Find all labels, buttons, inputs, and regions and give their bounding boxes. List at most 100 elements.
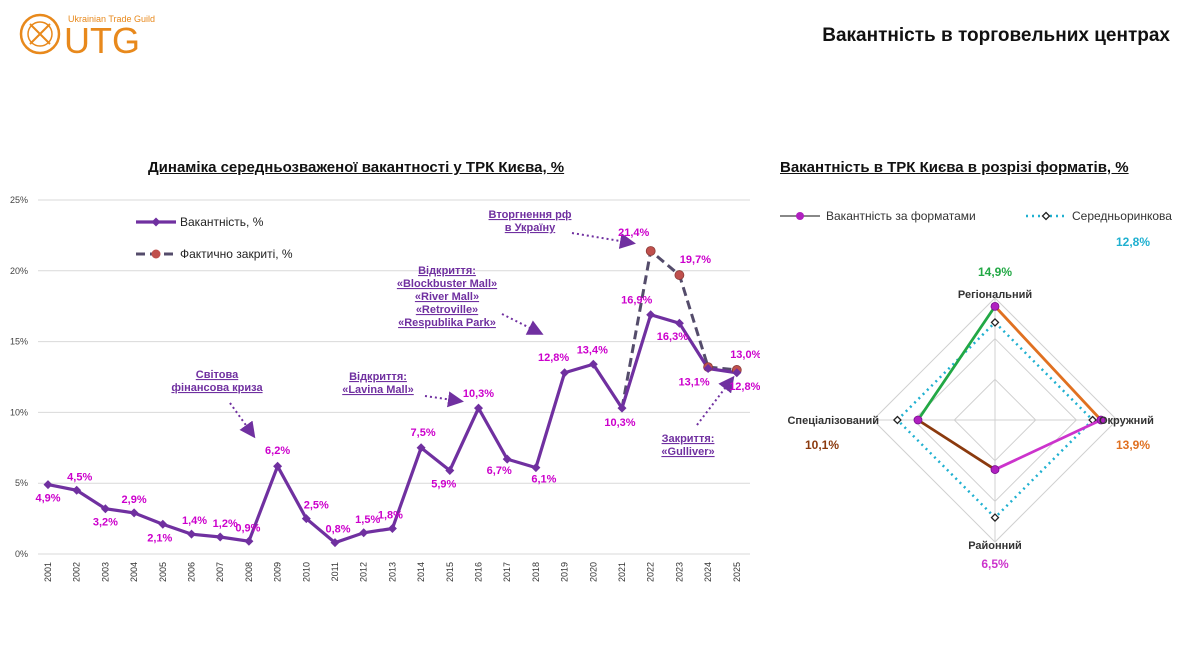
vacancy-data-label: 2,9%	[122, 494, 147, 506]
x-tick-label: 2015	[445, 562, 455, 582]
page-title: Вакантність в торговельних центрах	[822, 25, 1170, 46]
logo-tagline: Ukrainian Trade Guild	[68, 14, 155, 24]
annotation-text: «Blockbuster Mall»	[397, 278, 497, 290]
vacancy-point	[215, 532, 225, 542]
y-tick-label: 0%	[15, 549, 28, 559]
x-tick-label: 2009	[273, 562, 283, 582]
legend-average-label: Середньоринкова	[1072, 209, 1172, 223]
vacancy-data-label: 6,7%	[487, 465, 512, 477]
annotation-text: в Україну	[505, 222, 556, 234]
x-tick-label: 2004	[129, 562, 139, 582]
radar-grid	[872, 297, 1118, 543]
series	[892, 301, 1106, 523]
vacancy-point	[445, 465, 455, 475]
vacancy-point	[560, 368, 570, 378]
annotation-arrow	[571, 232, 636, 249]
vacancy-data-label: 0,8%	[325, 524, 350, 536]
vacancy-data-label: 4,5%	[67, 471, 92, 483]
closed-point	[645, 246, 656, 256]
vacancy-data-label: 12,8%	[729, 381, 760, 393]
annotation-text: Вторгнення рф	[489, 209, 572, 221]
format-value-label: 13,9%	[1116, 438, 1150, 452]
x-tick-label: 2017	[502, 562, 512, 582]
vacancy-point	[244, 536, 254, 546]
x-tick-label: 2003	[100, 562, 110, 582]
annotation-text: фінансова криза	[171, 382, 263, 394]
x-tick-label: 2006	[187, 562, 197, 582]
x-tick-label: 2002	[72, 562, 82, 582]
vacancy-point	[617, 403, 627, 413]
vacancy-point	[674, 318, 684, 328]
x-tick-labels: 2001 2002 2003 2004 2005 2006 2007 2008 2009 2010…	[43, 562, 742, 582]
vacancy-data-label: 6,1%	[531, 474, 556, 486]
logo-text: UTG	[64, 20, 140, 60]
radar-axis-label: Районний	[968, 540, 1022, 552]
vacancy-data-label: 16,9%	[621, 295, 652, 307]
format-value-label: 6,5%	[981, 557, 1009, 571]
annotation-text: «Respublika Park»	[398, 317, 496, 329]
average-point	[892, 415, 902, 425]
vacancy-data-label: 5,9%	[431, 478, 456, 490]
y-tick-label: 5%	[15, 478, 28, 488]
vacancy-point	[531, 463, 541, 473]
radar-axis-label: Регіональний	[958, 289, 1032, 301]
vacancy-point	[273, 461, 283, 471]
format-segment	[994, 418, 1102, 471]
vacancy-data-label: 1,2%	[213, 518, 238, 530]
vacancy-data-label: 4,9%	[35, 493, 60, 505]
annotation-text: «Lavina Mall»	[342, 384, 414, 396]
x-tick-label: 2012	[359, 562, 369, 582]
vacancy-point	[43, 480, 53, 490]
vacancy-point	[359, 528, 369, 538]
radar-chart-title: Вакантність в ТРК Києва в розрізі формат…	[780, 159, 1129, 176]
vacancy-point	[72, 485, 82, 495]
vacancy-line-chart: 0%5%10%15%20%25% 2001 2002 2003 2004 2005 200…	[10, 195, 760, 582]
format-point	[913, 415, 923, 425]
vacancy-point	[158, 519, 168, 529]
vacancy-point	[646, 310, 656, 320]
y-tick-labels: 0% 5% 10% 15% 20% 25%	[10, 195, 28, 559]
vacancy-point	[588, 359, 598, 369]
x-tick-label: 2014	[416, 562, 426, 582]
vacancy-point	[100, 504, 110, 514]
closed-data-label: 21,4%	[618, 227, 649, 239]
vacancy-point	[474, 403, 483, 413]
y-tick-label: 25%	[10, 195, 28, 205]
vacancy-data-label: 2,5%	[304, 500, 329, 512]
closed-data-label: 19,7%	[680, 254, 711, 266]
format-point	[1096, 415, 1106, 425]
legend-format-label: Вакантність за форматами	[826, 209, 976, 223]
format-value-label: 10,1%	[805, 438, 839, 452]
vacancy-data-label: 1,8%	[378, 510, 403, 522]
annotation-arrow	[501, 313, 544, 335]
format-radar-chart: Вакантність за форматами Середньоринкова …	[780, 209, 1172, 571]
y-tick-label: 15%	[10, 337, 28, 347]
average-point	[990, 513, 1000, 523]
radar-axis-label: Окружний	[1099, 415, 1154, 427]
annotation-text: Світова	[196, 369, 239, 381]
line-chart-title: Динаміка середньозваженої вакантності у …	[148, 159, 565, 176]
format-segment	[916, 305, 997, 421]
radar-axis-label: Спеціалізований	[787, 415, 879, 427]
x-tick-label: 2005	[158, 562, 168, 582]
vacancy-data-label: 3,2%	[93, 517, 118, 529]
annotation-text: «Retroville»	[416, 304, 478, 316]
x-tick-label: 2019	[560, 562, 570, 582]
x-tick-label: 2007	[215, 562, 225, 582]
average-point	[990, 317, 1000, 327]
data-labels: 4,9% 4,5% 3,2% 2,9% 2,1% 1,4% 1,2%0,9% 6,2% 2,5%…	[35, 227, 760, 544]
closed-point	[674, 270, 685, 280]
vacancy-data-label: 1,5%	[355, 514, 380, 526]
vacancy-point	[301, 514, 311, 524]
vacancy-data-label: 7,5%	[411, 427, 436, 439]
vacancy-point	[416, 443, 426, 453]
vacancy-data-label: 6,2%	[265, 445, 290, 457]
x-tick-label: 2024	[703, 562, 713, 582]
x-tick-label: 2018	[531, 562, 541, 582]
y-tick-label: 10%	[10, 407, 28, 417]
annotation-text: «Gulliver»	[661, 446, 714, 458]
x-tick-label: 2016	[474, 562, 484, 582]
x-tick-label: 2020	[588, 562, 598, 582]
x-tick-label: 2010	[301, 562, 311, 582]
